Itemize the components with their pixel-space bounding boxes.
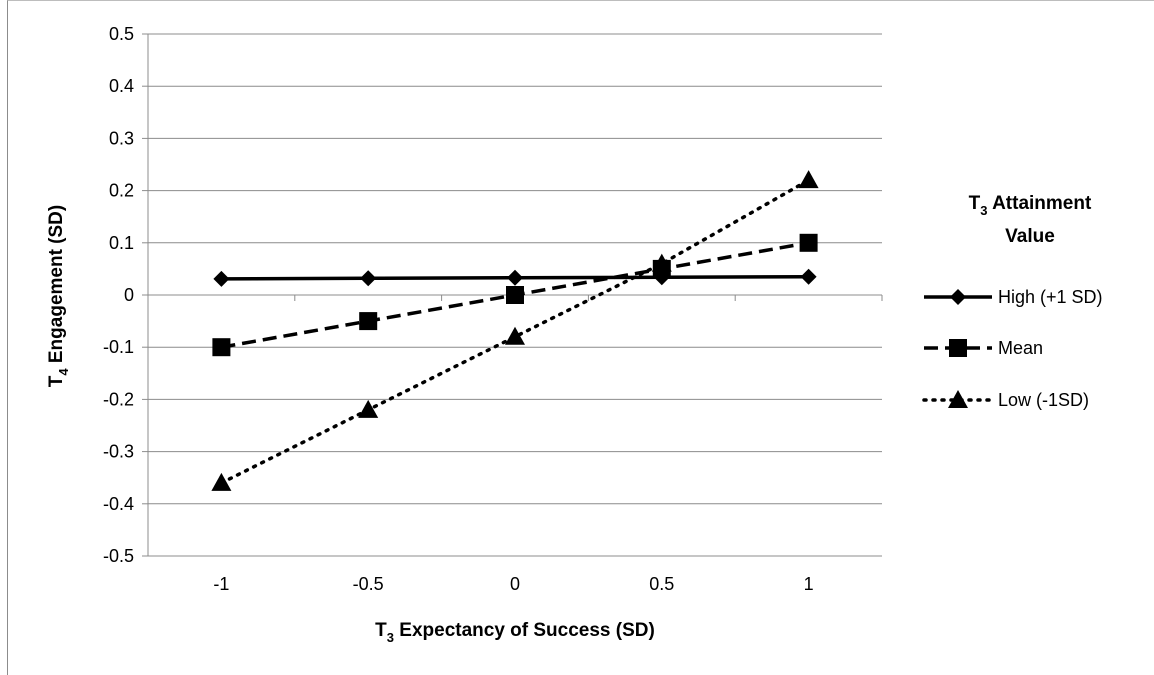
data-point-triangle (651, 253, 672, 272)
y-tick-label: 0 (124, 285, 134, 305)
series-diamond (213, 268, 817, 287)
y-tick-label: -0.1 (103, 337, 134, 357)
series-line (219, 178, 811, 485)
legend-swatch-marker (949, 339, 967, 357)
legend-item: Mean (924, 338, 1043, 358)
legend-title-sub: 3 (980, 203, 987, 218)
data-point-square (799, 233, 818, 252)
legend-title-rest: Attainment (988, 193, 1092, 214)
x-tick-label: -1 (213, 574, 229, 594)
x-axis-title-sub: 3 (387, 630, 394, 645)
legend-label: Mean (998, 338, 1043, 358)
legend-title-line2: Value (1005, 226, 1055, 247)
y-axis-title-sub: 4 (56, 368, 71, 376)
axes (142, 33, 883, 557)
legend-swatch-marker (948, 390, 968, 408)
data-point-diamond (507, 269, 523, 286)
y-tick-label: -0.4 (103, 494, 134, 514)
y-tick-label: -0.2 (103, 389, 134, 409)
y-tick-label: -0.3 (103, 442, 134, 462)
x-tick-label: 0 (510, 574, 520, 594)
legend-title-line1: T3 Attainment (969, 193, 1092, 218)
legend: T3 Attainment Value High (+1 SD) Mean Low … (922, 193, 1103, 410)
tick-labels: 0.5 0.4 0.3 0.2 0.1 0 -0.1 -0.2 -0.3 -0.4 -0.5 -1 -0… (103, 24, 814, 594)
x-tick-label: 1 (804, 574, 814, 594)
y-tick-label: 0.5 (109, 24, 134, 44)
data-point-square (359, 312, 378, 331)
y-tick-label: -0.5 (103, 546, 134, 566)
legend-swatch-marker (950, 289, 966, 305)
y-tick-label: 0.2 (109, 181, 134, 201)
legend-item: Low (-1SD) (922, 390, 1089, 410)
y-axis-title: T4 Engagement (SD) (46, 205, 71, 387)
legend-label: High (+1 SD) (998, 287, 1103, 307)
data-point-triangle (211, 472, 232, 491)
data-point-diamond (800, 268, 817, 285)
gridlines (148, 33, 882, 505)
legend-item: High (+1 SD) (924, 287, 1103, 307)
data-point-triangle (798, 170, 819, 189)
series-group (211, 170, 819, 491)
data-point-triangle (505, 326, 525, 345)
legend-title-prefix: T (969, 193, 981, 214)
data-point-square (212, 338, 231, 357)
y-axis-title-prefix: T (46, 375, 67, 387)
data-point-square (506, 286, 524, 304)
data-point-diamond (213, 270, 230, 287)
legend-label: Low (-1SD) (998, 390, 1089, 410)
chart-frame (7, 0, 1154, 675)
x-axis-title-prefix: T (375, 620, 387, 641)
y-tick-label: 0.4 (109, 76, 134, 96)
x-axis-title-rest: Expectancy of Success (SD) (394, 620, 655, 641)
x-tick-label: -0.5 (353, 574, 384, 594)
x-tick-label: 0.5 (649, 574, 674, 594)
series-triangle (211, 170, 819, 491)
data-point-triangle (358, 399, 379, 418)
y-tick-label: 0.1 (109, 233, 134, 253)
x-axis-title: T3 Expectancy of Success (SD) (375, 620, 655, 645)
y-tick-label: 0.3 (109, 128, 134, 148)
y-axis-title-rest: Engagement (SD) (46, 205, 67, 369)
legend-items: High (+1 SD) Mean Low (-1SD) (922, 287, 1103, 410)
data-point-diamond (360, 270, 377, 287)
